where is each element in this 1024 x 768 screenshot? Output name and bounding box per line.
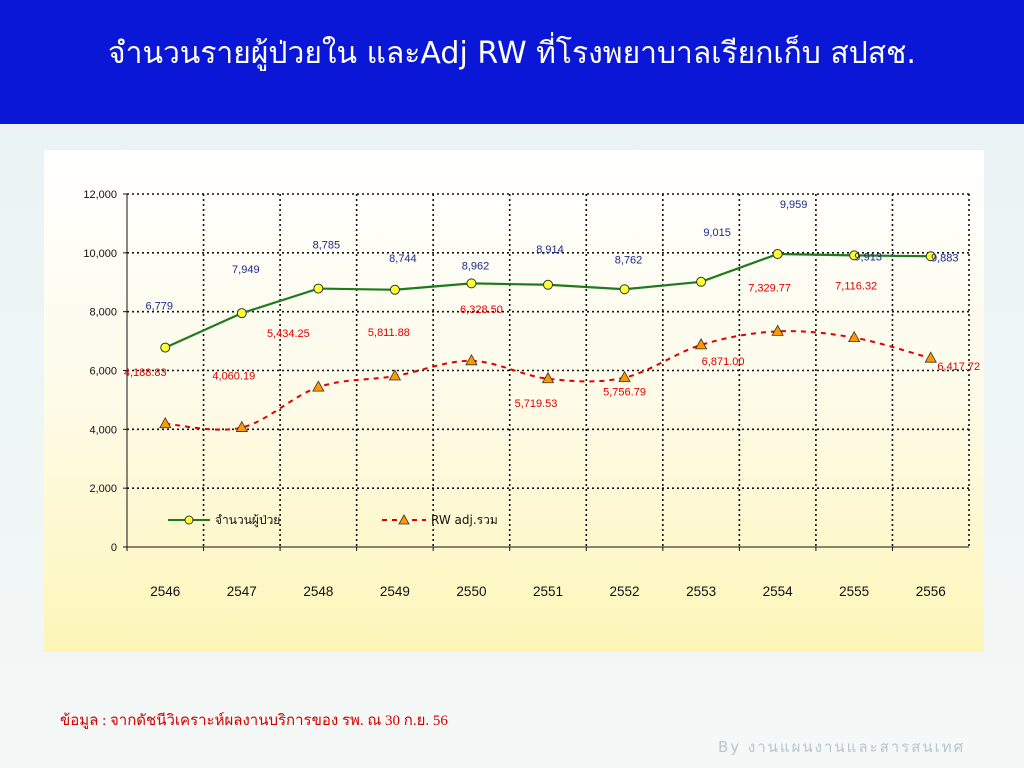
point-patients <box>237 309 246 318</box>
point-rw <box>849 332 860 342</box>
point-rw <box>466 355 477 365</box>
data-label-rw: 5,756.79 <box>603 387 646 399</box>
point-patients <box>390 285 399 294</box>
legend-swatch-rw-marker <box>399 515 409 524</box>
data-label-patients: 8,762 <box>615 254 643 266</box>
y-tick-label: 6,000 <box>89 366 117 378</box>
data-label-rw: 7,329.77 <box>748 282 791 294</box>
y-tick-label: 8,000 <box>89 307 117 319</box>
x-tick-label: 2554 <box>763 584 794 599</box>
data-label-rw: 4,060.19 <box>212 371 255 383</box>
point-rw <box>389 370 400 380</box>
data-label-patients: 6,779 <box>146 301 174 313</box>
point-patients <box>620 285 629 294</box>
data-label-rw: 4,188.83 <box>124 367 167 379</box>
legend-swatch-patients-marker <box>185 516 193 524</box>
data-label-rw: 6,871.00 <box>702 356 745 368</box>
source-note: ข้อมูล : จากดัชนีวิเคราะห์ผลงานบริการของ… <box>60 708 448 732</box>
chart-panel: 0 2,000 4,000 6,000 8,000 10,000 12,000 2546 254… <box>44 150 984 652</box>
point-patients <box>161 343 170 352</box>
x-tick-label: 2550 <box>456 584 486 599</box>
point-rw <box>619 372 630 382</box>
x-tick-label: 2556 <box>916 584 946 599</box>
data-label-rw: 6,328.50 <box>460 304 503 316</box>
y-tick-label: 10,000 <box>83 248 117 260</box>
x-tick-label: 2549 <box>380 584 410 599</box>
data-label-patients: 9,015 <box>703 227 731 239</box>
point-patients <box>314 284 323 293</box>
y-tick-label: 2,000 <box>89 483 117 495</box>
point-patients <box>773 250 782 259</box>
point-rw <box>313 381 324 391</box>
x-tick-label: 2555 <box>839 584 869 599</box>
x-tick-label: 2551 <box>533 584 563 599</box>
line-chart: 0 2,000 4,000 6,000 8,000 10,000 12,000 2546 254… <box>44 150 984 652</box>
data-label-rw: 5,434.25 <box>267 328 310 340</box>
y-tick-label: 4,000 <box>89 424 117 436</box>
y-tick-label: 12,000 <box>83 189 117 201</box>
data-label-rw: 5,811.88 <box>368 327 410 339</box>
x-tick-label: 2553 <box>686 584 716 599</box>
data-label-patients: 8,744 <box>389 253 417 265</box>
point-rw <box>160 418 171 428</box>
data-label-patients: 9,913 <box>854 251 882 263</box>
data-label-patients: 9,883 <box>931 252 959 264</box>
data-label-patients: 9,959 <box>780 199 808 211</box>
data-label-patients: 7,949 <box>232 264 260 276</box>
data-label-patients: 8,962 <box>462 260 490 272</box>
legend-label-patients: จำนวนผู้ป่วย <box>215 513 280 528</box>
y-tick-label: 0 <box>111 542 117 554</box>
x-tick-label: 2552 <box>610 584 640 599</box>
point-rw <box>925 352 936 362</box>
data-label-rw: 5,719.53 <box>515 398 558 410</box>
point-patients <box>467 279 476 288</box>
data-label-rw: 7,116.32 <box>835 281 877 293</box>
data-label-patients: 8,914 <box>536 244 564 256</box>
slide-title: จำนวนรายผู้ป่วยใน และAdj RW ที่โรงพยาบาล… <box>0 30 1024 77</box>
footer-watermark: By งานแผนงานและสารสนเทศ <box>718 735 965 759</box>
x-tick-label: 2547 <box>227 584 257 599</box>
data-label-patients: 8,785 <box>313 240 341 252</box>
title-bar: จำนวนรายผู้ป่วยใน และAdj RW ที่โรงพยาบาล… <box>0 0 1024 124</box>
x-tick-label: 2548 <box>303 584 333 599</box>
point-patients <box>544 280 553 289</box>
data-label-rw: 6,417.72 <box>937 361 980 373</box>
x-tick-label: 2546 <box>150 584 180 599</box>
point-patients <box>697 277 706 286</box>
legend-label-rw: RW adj.รวม <box>431 513 498 527</box>
